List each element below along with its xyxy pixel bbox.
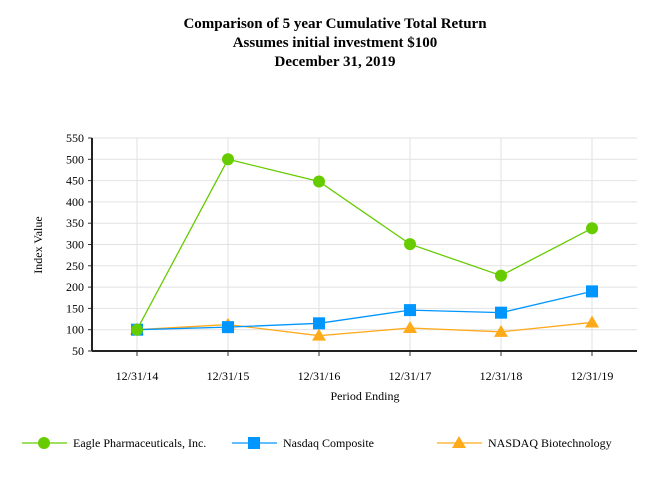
data-point-square (495, 306, 507, 319)
x-tick-label: 12/31/14 (116, 369, 159, 383)
y-tick-label: 450 (66, 174, 84, 188)
y-tick-label: 100 (66, 323, 84, 337)
data-point-triangle (312, 328, 326, 341)
legend-label: Eagle Pharmaceuticals, Inc. (73, 436, 206, 450)
data-point-triangle (585, 315, 599, 328)
y-tick-label: 400 (66, 195, 84, 209)
data-point-circle (222, 153, 234, 166)
data-point-triangle (494, 324, 508, 337)
legend-marker-square (248, 437, 260, 449)
chart-title-line-1: Comparison of 5 year Cumulative Total Re… (183, 16, 487, 32)
series-line-1 (136, 290, 593, 331)
x-tick-label: 12/31/15 (207, 369, 250, 383)
data-point-circle (586, 222, 598, 235)
y-tick-label: 350 (66, 216, 84, 230)
y-tick-label: 300 (66, 238, 84, 252)
x-tick-label: 12/31/16 (298, 369, 341, 383)
x-tick-label: 12/31/19 (571, 369, 614, 383)
legend-label: NASDAQ Biotechnology (488, 436, 612, 450)
chart-title-line-3: December 31, 2019 (274, 54, 396, 70)
y-tick-label: 50 (72, 344, 84, 358)
series-line-0 (136, 158, 593, 331)
chart-title-line-2: Assumes initial investment $100 (232, 35, 438, 51)
data-point-square (222, 321, 234, 334)
legend-marker-circle (38, 437, 50, 449)
x-axis-label: Period Ending (331, 389, 400, 403)
y-tick-label: 150 (66, 301, 84, 315)
data-point-square (313, 317, 325, 330)
data-point-circle (131, 323, 143, 336)
x-tick-label: 12/31/18 (480, 369, 523, 383)
legend-marker-triangle (452, 436, 466, 448)
data-point-circle (495, 269, 507, 282)
y-tick-label: 250 (66, 259, 84, 273)
series-line-2 (136, 321, 593, 337)
data-point-square (404, 304, 416, 317)
y-axis-label: Index Value (31, 216, 45, 273)
y-tick-label: 500 (66, 152, 84, 166)
data-point-circle (404, 238, 416, 251)
y-tick-label: 200 (66, 280, 84, 294)
x-tick-label: 12/31/17 (389, 369, 432, 383)
data-point-triangle (403, 320, 417, 333)
legend-label: Nasdaq Composite (283, 436, 374, 450)
y-tick-label: 550 (66, 131, 84, 145)
data-point-circle (313, 175, 325, 188)
data-point-square (586, 285, 598, 298)
